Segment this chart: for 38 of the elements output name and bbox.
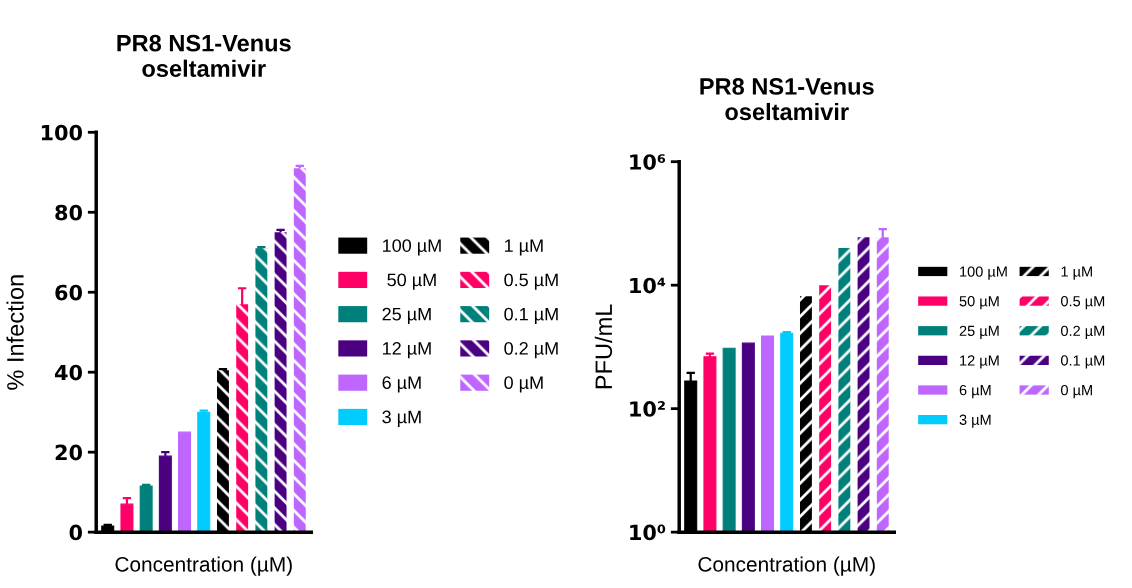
- legend-label: 0.5 µM: [504, 273, 558, 290]
- legend-label: 100 µM: [383, 239, 441, 256]
- legend-label: 3 µM: [382, 410, 421, 427]
- legend-label: 50 µM: [387, 273, 436, 290]
- legend-label: 1 µM: [504, 239, 543, 256]
- y-tick-label: 10⁶: [630, 154, 666, 170]
- legend-label: 0 µM: [1060, 384, 1092, 399]
- legend-label: 0.1 µM: [504, 307, 558, 325]
- x-axis-title: Concentration (µM): [698, 556, 875, 576]
- y-axis-title: PFU/mL: [594, 304, 613, 389]
- y-axis-title: % Infection: [6, 275, 24, 390]
- y-tick-label: 10⁰: [630, 524, 666, 541]
- legend-label: 25 µM: [382, 307, 431, 325]
- y-tick-label: 20: [55, 444, 83, 461]
- y-tick-label: 100: [41, 124, 83, 141]
- y-tick-label: 80: [55, 204, 83, 221]
- legend-label: 0.2 µM: [1060, 325, 1105, 339]
- y-tick-label: 0: [69, 524, 83, 541]
- chart-title: PR8 NS1-Venus oseltamivir: [700, 78, 874, 121]
- y-tick-label: 10²: [630, 401, 665, 417]
- legend-label: 6 µM: [959, 384, 991, 399]
- x-axis-title: Concentration (µM): [115, 556, 292, 576]
- legend-label: 0.2 µM: [504, 342, 558, 359]
- chart-title: PR8 NS1-Venus oseltamivir: [117, 34, 291, 77]
- legend-label: 25 µM: [959, 325, 999, 339]
- y-tick-label: 60: [55, 284, 83, 301]
- legend-label: 100 µM: [960, 266, 1007, 280]
- y-tick-label: 10⁴: [630, 277, 666, 294]
- legend-label: 0.1 µM: [1060, 355, 1105, 369]
- legend-label: 12 µM: [383, 342, 431, 359]
- legend-label: 50 µM: [959, 296, 999, 310]
- legend-label: 6 µM: [382, 376, 421, 393]
- legend-label: 3 µM: [959, 414, 991, 428]
- legend-label: 0.5 µM: [1060, 296, 1105, 310]
- y-tick-label: 40: [54, 364, 83, 381]
- legend-label: 0 µM: [504, 376, 543, 393]
- legend-label: 12 µM: [960, 355, 999, 369]
- legend-label: 1 µM: [1061, 266, 1092, 280]
